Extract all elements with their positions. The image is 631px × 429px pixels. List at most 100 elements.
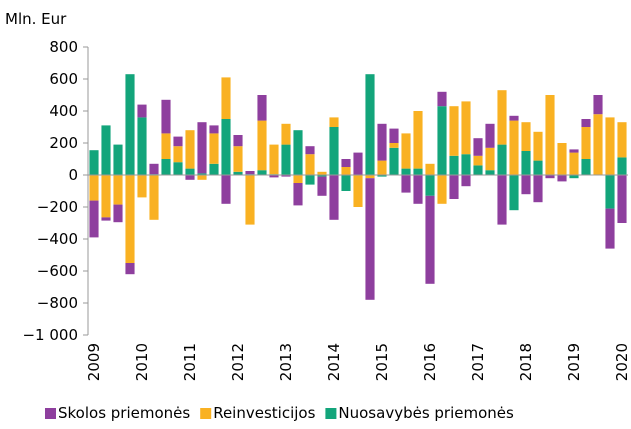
bar-segment [329, 127, 339, 175]
bar-segment [389, 143, 399, 148]
bar-segment [125, 74, 135, 175]
bar-segment [473, 138, 483, 156]
bar-segment [293, 183, 303, 206]
bar-segment [473, 155, 483, 166]
bar-segment [281, 144, 291, 175]
bar-segment [581, 159, 591, 175]
legend-swatch [45, 408, 56, 419]
bar-segment [149, 163, 159, 175]
bar-segment [161, 99, 171, 134]
bar-segment [281, 123, 291, 145]
bar-segment [377, 123, 387, 161]
legend-swatch [325, 408, 337, 419]
bar-segment [413, 168, 423, 175]
y-tick-label: −800 [37, 294, 78, 312]
bar-segment [389, 147, 399, 175]
bar-segment [425, 175, 435, 196]
bar-segment [353, 175, 363, 207]
bar-segment [365, 178, 375, 300]
bar-segment [101, 217, 111, 221]
bar-segment [221, 77, 231, 119]
bar-segment [509, 175, 519, 211]
bar-segment [389, 128, 399, 143]
bar-segment [581, 119, 591, 127]
bar-segment [509, 120, 519, 175]
x-tick-label: 2012 [229, 343, 247, 381]
bar-segment [617, 122, 627, 158]
x-tick-label: 2010 [133, 343, 151, 381]
bar-segment [173, 146, 183, 163]
bar-segment [329, 175, 339, 220]
bar-segment [497, 175, 507, 225]
bar-segment [233, 146, 243, 172]
bar-segment [161, 159, 171, 175]
y-tick-label: 200 [49, 134, 78, 152]
x-tick-label: 2016 [421, 343, 439, 381]
bar-segment [233, 171, 243, 175]
bar-segment [125, 175, 135, 263]
bar-segment [617, 175, 627, 223]
bar-segment [485, 147, 495, 171]
bar-segment [101, 175, 111, 218]
bar-segment [521, 175, 531, 195]
bar-segment [161, 133, 171, 159]
y-axis-label: Mln. Eur [5, 10, 67, 28]
bar-segment [401, 133, 411, 169]
bar-segment [437, 106, 447, 175]
bar-segment [485, 123, 495, 148]
bar-segment [593, 114, 603, 175]
bar-segment [257, 170, 267, 175]
bar-segment [485, 170, 495, 175]
bar-segment [341, 167, 351, 175]
y-tick-label: 600 [49, 70, 78, 88]
bar-segment [173, 136, 183, 147]
bar-segment [605, 175, 615, 209]
bar-segment [233, 135, 243, 147]
bar-segment [221, 119, 231, 175]
bar-segment [533, 175, 543, 203]
bar-segment [257, 120, 267, 171]
bar-segment [269, 144, 279, 175]
bar-segment [557, 175, 567, 182]
x-tick-label: 2018 [517, 343, 535, 381]
bar-segment [341, 159, 351, 167]
bar-segment [593, 95, 603, 115]
x-tick-label: 2019 [565, 343, 583, 381]
y-tick-label: 400 [49, 102, 78, 120]
y-tick-label: 0 [68, 166, 78, 184]
bar-segment [569, 152, 579, 175]
bar-segment [545, 95, 555, 175]
x-tick-label: 2015 [373, 343, 391, 381]
bar-segment [209, 125, 219, 134]
x-tick-label: 2014 [325, 343, 343, 381]
bar-segment [569, 149, 579, 153]
bar-segment [197, 173, 207, 175]
x-tick-label: 2020 [613, 343, 631, 381]
bar-segment [173, 162, 183, 175]
bar-segment [137, 117, 147, 175]
bar-segment [533, 131, 543, 161]
bar-segment [365, 175, 375, 179]
y-tick-label: −400 [37, 230, 78, 248]
bar-segment [197, 175, 207, 180]
bar-segment [137, 104, 147, 118]
bar-segment [293, 130, 303, 175]
y-tick-label: −600 [37, 262, 78, 280]
legend-label: Reinvesticijos [213, 404, 315, 422]
bar-segment [209, 133, 219, 164]
x-tick-label: 2013 [277, 343, 295, 381]
bar-segment [365, 74, 375, 175]
x-tick-label: 2017 [469, 343, 487, 381]
bar-segment [185, 130, 195, 169]
bar-segment [557, 143, 567, 175]
bar-segment [401, 168, 411, 175]
bar-segment [413, 111, 423, 169]
bar-segment [521, 151, 531, 175]
bar-segment [89, 200, 99, 238]
bar-segment [473, 165, 483, 175]
x-tick-label: 2009 [85, 343, 103, 381]
bar-segment [413, 175, 423, 204]
bar-segment [257, 95, 267, 121]
bar-segment [305, 154, 315, 175]
